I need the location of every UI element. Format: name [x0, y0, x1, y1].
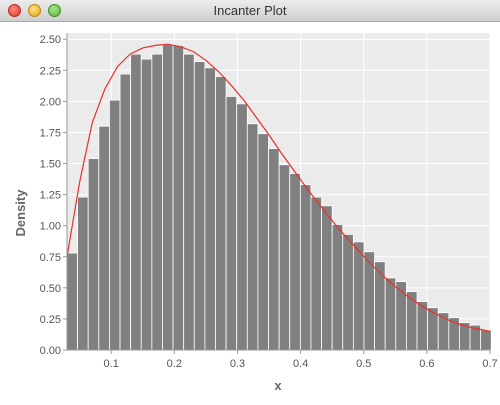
- x-tick-label: 0.1: [104, 358, 119, 370]
- chart-area: 0.00 0.25 0.50 0.75 1.00 1.25 1.50 1.75 2.00 2.25…: [0, 22, 500, 400]
- histogram-bar: [257, 133, 269, 351]
- y-tick-label: 0.50: [40, 283, 61, 295]
- histogram-bar: [66, 252, 79, 351]
- title-bar: Incanter Plot: [0, 0, 500, 22]
- histogram-bar: [204, 67, 216, 351]
- histogram-bar: [109, 99, 121, 351]
- histogram-bar: [384, 277, 397, 351]
- x-tick-label: 0.2: [167, 358, 182, 370]
- histogram-bar: [342, 233, 354, 351]
- histogram-bar: [183, 53, 195, 351]
- histogram-bar: [193, 61, 206, 351]
- histogram-bar: [140, 58, 153, 351]
- y-tick-label: 0.25: [40, 314, 61, 326]
- close-window-button[interactable]: [8, 4, 21, 17]
- histogram-bar: [119, 73, 132, 351]
- y-tick-label: 0.00: [40, 345, 61, 357]
- zoom-window-button[interactable]: [48, 4, 61, 17]
- x-tick-label: 0.7: [482, 358, 497, 370]
- histogram-bar: [321, 205, 333, 351]
- histogram-bar: [374, 261, 386, 351]
- histogram-bar: [162, 43, 174, 351]
- histogram-bar: [352, 241, 365, 351]
- x-tick-label: 0.5: [356, 358, 371, 370]
- histogram-bar: [246, 123, 259, 351]
- histogram-bar: [98, 125, 110, 351]
- minimize-window-button[interactable]: [28, 4, 41, 17]
- y-tick-label: 2.25: [40, 65, 61, 77]
- histogram-bar: [299, 184, 312, 351]
- density-curve-layer: [66, 43, 491, 332]
- x-tick-label: 0.3: [230, 358, 245, 370]
- histogram-bar: [236, 103, 248, 351]
- histogram-bar: [289, 173, 301, 351]
- histogram-bar: [172, 45, 185, 351]
- histogram-bar: [278, 164, 291, 351]
- window-title: Incanter Plot: [213, 3, 287, 18]
- histogram-chart: 0.00 0.25 0.50 0.75 1.00 1.25 1.50 1.75 2.00 2.25…: [13, 33, 498, 393]
- histogram-bar: [268, 148, 280, 351]
- y-tick-label: 1.75: [40, 127, 61, 139]
- histogram-bar: [406, 291, 418, 351]
- histogram-bars: [66, 43, 492, 351]
- axes: 0.00 0.25 0.50 0.75 1.00 1.25 1.50 1.75 2.00 2.25…: [40, 33, 498, 370]
- histogram-bar: [87, 158, 100, 351]
- x-axis-label: x: [274, 378, 282, 393]
- x-tick-label: 0.4: [293, 358, 308, 370]
- y-axis-label: Density: [13, 189, 28, 237]
- histogram-bar: [225, 96, 238, 351]
- histogram-bar: [331, 224, 344, 351]
- histogram-bar: [77, 196, 89, 351]
- y-tick-label: 2.50: [40, 34, 61, 46]
- histogram-bar: [480, 329, 492, 351]
- y-tick-label: 1.25: [40, 190, 61, 202]
- y-tick-label: 0.75: [40, 252, 61, 264]
- y-tick-label: 2.00: [40, 96, 61, 108]
- x-tick-label: 0.6: [419, 358, 434, 370]
- histogram-bar: [130, 53, 142, 351]
- y-tick-label: 1.00: [40, 221, 61, 233]
- histogram-bar: [310, 196, 322, 351]
- histogram-bar: [151, 53, 163, 351]
- y-tick-label: 1.50: [40, 159, 61, 171]
- density-curve: [66, 43, 491, 332]
- histogram-bar: [215, 76, 227, 351]
